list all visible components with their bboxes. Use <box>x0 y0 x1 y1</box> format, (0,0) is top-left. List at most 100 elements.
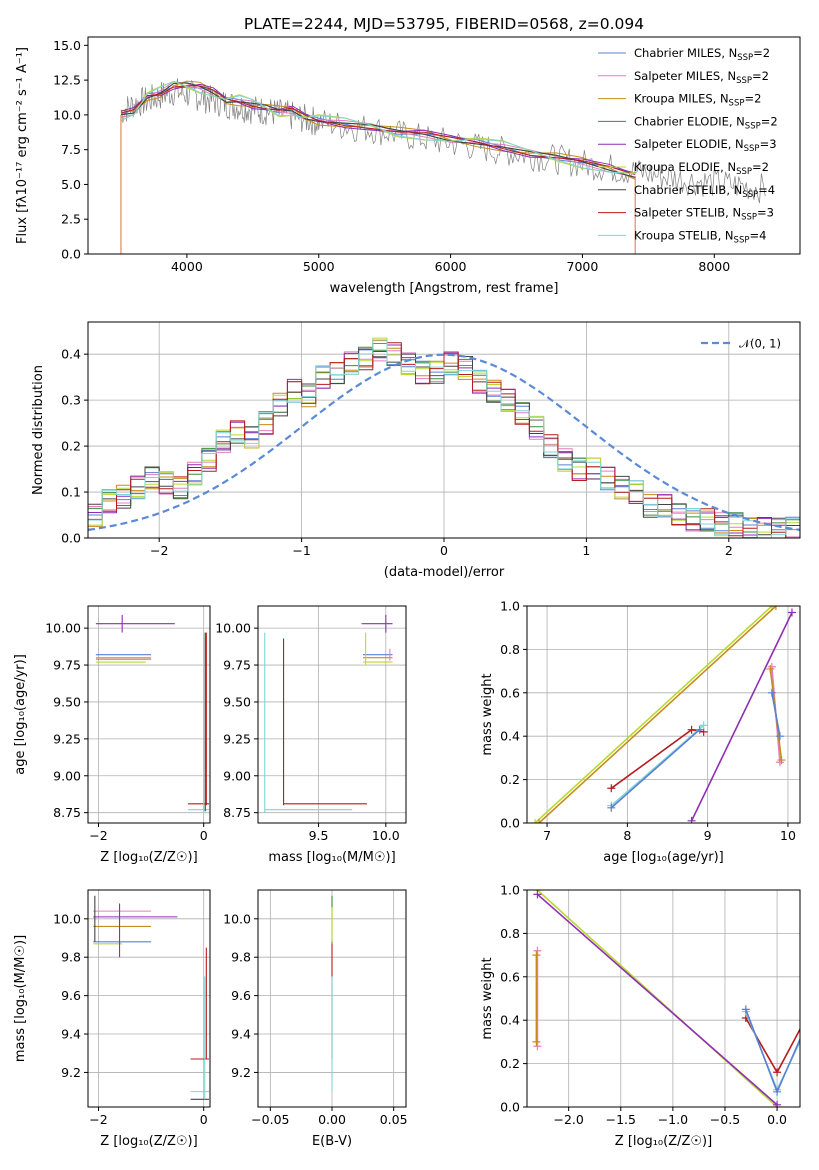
x-tick-label-4-0: 7 <box>543 828 551 843</box>
series-marker-7-2-0 <box>533 946 542 955</box>
histogram-step-7 <box>88 342 800 538</box>
legend-label-main-5: Kroupa ELODIE, N <box>634 160 736 174</box>
series-marker-4-7-0 <box>766 664 775 673</box>
legend-label-6: Chabrier STELIB, NSSP=4 <box>634 183 775 200</box>
legend-label-suffix-3: =2 <box>761 114 778 128</box>
y-tick-label-4-2: 0.4 <box>500 729 520 744</box>
legend-label-main-7: Salpeter STELIB, N <box>634 206 741 220</box>
series-marker-7-1-1 <box>773 1100 782 1107</box>
y-tick-label-5-2: 9.6 <box>61 988 81 1003</box>
plot-area-0 <box>120 78 766 254</box>
series-line-4-5 <box>690 612 793 822</box>
plot-area-7 <box>527 890 812 1107</box>
series-line-4-4 <box>610 729 701 809</box>
legend-label-main-3: Chabrier ELODIE, N <box>634 114 745 128</box>
legend-label-suffix-1: =2 <box>752 69 769 83</box>
histogram-step-8 <box>88 339 800 538</box>
y-tick-label-4-5: 1.0 <box>500 599 520 614</box>
series-marker-4-7-1 <box>777 756 786 765</box>
series-marker-4-8-1 <box>775 732 784 741</box>
y-axis-label-2: age [log₁₀(age/yr)] <box>13 654 28 775</box>
y-tick-label-0-3: 7.5 <box>61 142 81 157</box>
y-tick-label-7-2: 0.4 <box>500 1013 520 1028</box>
x-axis-label-3: mass [log₁₀(M/M☉)] <box>268 850 395 865</box>
series-marker-4-4-1 <box>695 725 704 734</box>
x-tick-label-0-3: 7000 <box>567 259 599 274</box>
y-tick-label-3-5: 10.00 <box>215 621 251 636</box>
y-tick-label-2-2: 9.25 <box>53 731 81 746</box>
y-tick-label-6-2: 9.6 <box>231 988 251 1003</box>
legend-label-suffix-4: =3 <box>760 137 777 151</box>
panel-7: −2.0 −1.5 −1.0 −0.5 0.0 0.0 0.2 0.4 0.6 0.8 1.0 Z [… <box>480 883 812 1149</box>
x-tick-label-4-2: 9 <box>704 828 712 843</box>
legend-label-sub-3: SSP <box>745 121 761 131</box>
legend-label-sub-5: SSP <box>736 167 752 177</box>
legend-label-main-1: Salpeter MILES, N <box>634 69 736 83</box>
legend-label-sub-1: SSP <box>736 76 752 86</box>
series-marker-4-2-1 <box>687 725 696 734</box>
legend-label-0: Chabrier MILES, NSSP=2 <box>634 46 770 63</box>
y-tick-label-2-4: 9.75 <box>53 658 81 673</box>
y-tick-label-0-6: 15.0 <box>53 38 81 53</box>
legend-label-4: Salpeter ELODIE, NSSP=3 <box>634 137 777 154</box>
y-tick-label-4-0: 0.0 <box>500 816 520 831</box>
y-tick-label-5-0: 9.2 <box>61 1065 81 1080</box>
legend-label-sub-0: SSP <box>737 53 753 63</box>
y-tick-label-3-1: 9.00 <box>223 768 251 783</box>
model-spectrum-7 <box>120 85 636 176</box>
series-marker-4-4-0 <box>607 803 616 812</box>
plot-area-1 <box>88 322 800 538</box>
y-tick-label-0-2: 5.0 <box>61 177 81 192</box>
series-marker-7-3-1 <box>532 1037 541 1046</box>
series-marker-7-1-0 <box>533 890 542 899</box>
legend-label-main-0: Chabrier MILES, N <box>634 46 737 60</box>
y-tick-label-1-0: 0.0 <box>61 531 81 546</box>
x-tick-label-0-2: 6000 <box>435 259 467 274</box>
y-tick-label-1-2: 0.2 <box>61 439 81 454</box>
legend-label-2: Kroupa MILES, NSSP=2 <box>634 92 761 109</box>
series-marker-7-4-2 <box>804 1010 812 1018</box>
series-marker-4-1-1 <box>771 606 780 610</box>
y-tick-label-6-3: 9.8 <box>231 950 251 965</box>
y-tick-label-5-3: 9.8 <box>61 950 81 965</box>
series-marker-7-5-2 <box>804 1021 812 1029</box>
gaussian-curve <box>88 353 800 531</box>
y-tick-label-3-3: 9.50 <box>223 694 251 709</box>
y-tick-label-4-1: 0.2 <box>500 772 520 787</box>
data-spectrum-line <box>120 78 766 204</box>
series-marker-4-2-0 <box>607 784 616 793</box>
y-tick-label-3-4: 9.75 <box>223 658 251 673</box>
series-marker-4-5-1 <box>787 608 796 617</box>
x-tick-label-5-1: 0 <box>200 1112 208 1127</box>
legend-label-gauss: 𝒩(0, 1) <box>739 337 781 351</box>
panel-3: 9.5 10.0 8.75 9.00 9.25 9.50 9.75 10.00 mass [lo… <box>215 605 407 865</box>
series-marker-4-3-1 <box>699 721 708 730</box>
series-marker-7-2-1 <box>533 1042 542 1051</box>
x-tick-label-1-2: 0 <box>440 543 448 558</box>
legend-label-suffix-5: =2 <box>752 160 769 174</box>
y-tick-label-2-3: 9.50 <box>53 694 81 709</box>
legend-label-sub-8: SSP <box>734 235 750 245</box>
series-marker-4-1-0 <box>535 819 544 823</box>
y-tick-label-1-3: 0.3 <box>61 393 81 408</box>
y-tick-label-3-2: 9.25 <box>223 731 251 746</box>
y-tick-label-3-0: 8.75 <box>223 805 251 820</box>
x-tick-label-7-2: −1.0 <box>658 1112 688 1127</box>
x-tick-label-6-2: 0.05 <box>380 1112 408 1127</box>
series-line-7-1 <box>536 893 778 1106</box>
legend-label-suffix-2: =2 <box>744 92 761 106</box>
y-tick-label-6-1: 9.4 <box>231 1027 251 1042</box>
series-marker-7-6-0 <box>741 1005 750 1014</box>
x-tick-label-7-4: 0.0 <box>767 1112 787 1127</box>
legend-label-sub-4: SSP <box>744 144 760 154</box>
x-tick-label-1-4: 2 <box>725 543 733 558</box>
x-axis-label-5: Z [log₁₀(Z/Z☉)] <box>100 1134 197 1149</box>
legend-label-main-4: Salpeter ELODIE, N <box>634 137 744 151</box>
legend-label-suffix-7: =3 <box>757 206 774 220</box>
x-tick-label-6-1: 0.00 <box>318 1112 346 1127</box>
axes-frame-4 <box>526 605 801 824</box>
series-marker-7-3-0 <box>532 951 541 960</box>
y-axis-label-0: Flux [fλ10⁻¹⁷ erg cm⁻² s⁻¹ A⁻¹] <box>15 47 30 244</box>
x-tick-label-1-0: −2 <box>150 543 168 558</box>
x-tick-label-5-0: −2 <box>89 1112 107 1127</box>
